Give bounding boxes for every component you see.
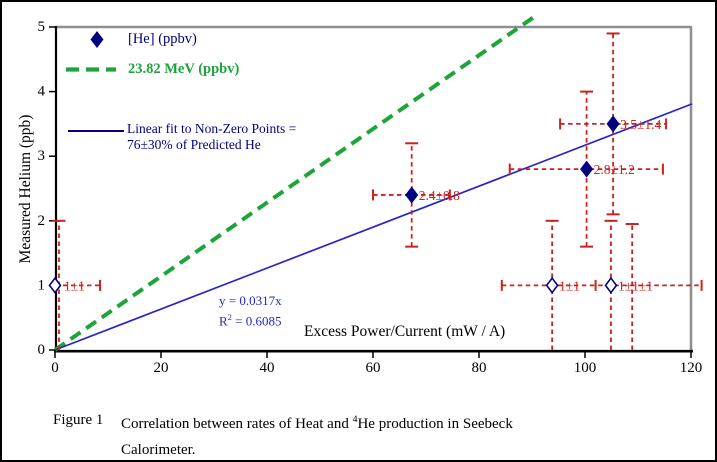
data-point-diamond — [606, 115, 620, 133]
r-squared-value: = 0.6085 — [231, 313, 282, 329]
caption-text-post: He production in Seebeck — [357, 416, 513, 432]
y-tick-label: 5 — [38, 19, 46, 35]
caption-text-pre: Correlation between rates of Heat and — [121, 416, 353, 432]
x-tick-label: 0 — [51, 360, 59, 376]
legend-label-he: [He] (ppbv) — [128, 31, 197, 47]
y-tick-label: 3 — [38, 148, 46, 164]
fit-note-line1: Linear fit to Non-Zero Points = — [127, 121, 297, 136]
x-tick-label: 20 — [154, 360, 169, 376]
fit-equation: y = 0.0317x R2 = 0.6085 — [219, 293, 282, 329]
data-point-label: 1±1 — [559, 278, 580, 293]
data-point-open-diamond — [604, 276, 618, 294]
data-point-label: 2.8±1.2 — [594, 162, 635, 177]
equation-line: y = 0.0317x — [219, 293, 282, 308]
figure-caption: Figure 1 Correlation between rates of He… — [53, 407, 693, 460]
y-tick-label: 0 — [38, 342, 46, 358]
linear-fit-line — [54, 103, 693, 351]
fit-note-line2: 76±30% of Predicted He — [127, 136, 261, 152]
data-point-diamond — [405, 186, 419, 204]
x-tick-label: 40 — [260, 360, 275, 376]
caption-sup-4: 4 — [352, 414, 358, 425]
y-tick-label: 2 — [38, 213, 46, 229]
y-axis-title: Measured Helium (ppb) — [17, 114, 34, 264]
legend-markers — [66, 30, 124, 132]
caption-line2: Calorimeter. — [121, 442, 196, 458]
data-point-diamond — [580, 160, 594, 178]
plot-border — [55, 25, 693, 352]
predicted-he-line — [53, 13, 539, 352]
y-tick-label: 1 — [38, 277, 46, 293]
data-point-open-diamond — [48, 276, 62, 294]
data-point-label: 3.5±1.4 — [620, 117, 661, 132]
legend-he-diamond — [90, 30, 104, 49]
data-point-open-diamond — [545, 276, 559, 294]
data-point-label: 1±1 — [64, 278, 85, 293]
data-point-label: 1±1±1 — [618, 278, 653, 293]
data-point-label: 2.4±0.8 — [419, 188, 460, 203]
caption-number: Figure 1 — [53, 412, 104, 428]
error-bars — [52, 32, 703, 350]
r-squared-sup: 2 — [227, 312, 232, 322]
r-squared-base: R — [219, 313, 228, 329]
y-tick-label: 4 — [38, 84, 46, 100]
legend-label-mev: 23.82 MeV (ppbv) — [128, 61, 240, 77]
x-tick-label: 60 — [366, 360, 381, 376]
legend-fit-note: Linear fit to Non-Zero Points = 76±30% of… — [127, 121, 296, 152]
x-axis-title: Excess Power/Current (mW / A) — [304, 323, 506, 340]
x-tick-label: 120 — [680, 360, 703, 376]
x-tick-label: 100 — [574, 360, 597, 376]
x-tick-label: 80 — [472, 360, 487, 376]
caption-text: Correlation between rates of Heat and 4H… — [121, 407, 513, 460]
data-points: 1±1 2.4±0.8 2.8±1.2 3.5±1.4 1±1 1±1±1 — [48, 115, 661, 294]
